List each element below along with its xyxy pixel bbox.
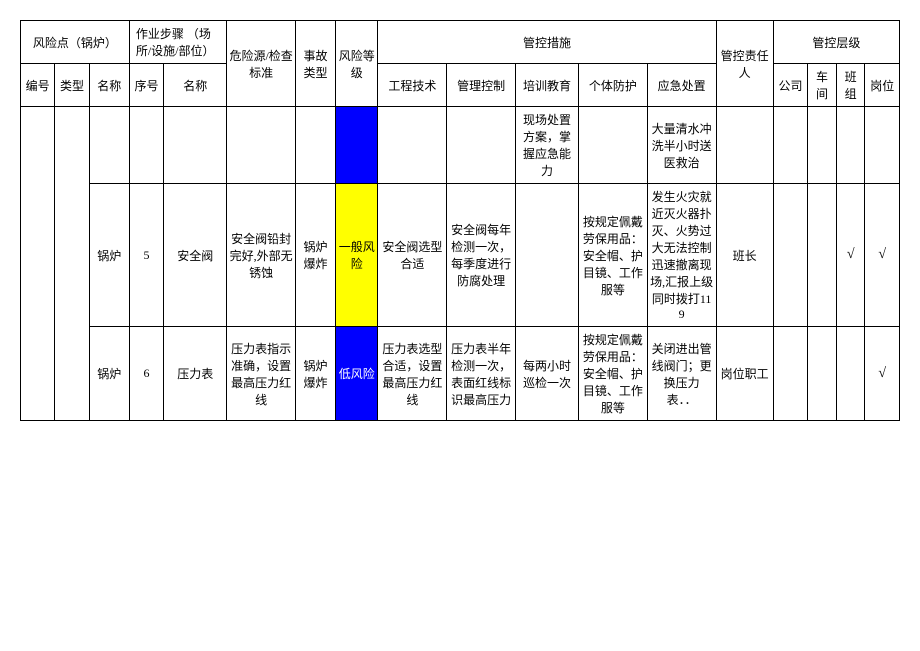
header-training: 培训教育 [515,64,578,107]
header-workshop: 车间 [808,64,837,107]
cell-type [55,107,89,421]
header-control-measures: 管控措施 [378,21,716,64]
cell-post: √ [865,327,900,421]
cell-workshop [808,107,837,184]
cell-hazard: 安全阀铅封完好,外部无锈蚀 [227,184,296,327]
cell-risk-level: 低风险 [336,327,378,421]
header-accident-type: 事故类型 [296,21,336,107]
header-row-1: 风险点（锅炉） 作业步骤 （场所/设施/部位） 危险源/检查标准 事故类型 风险… [21,21,900,64]
header-no: 编号 [21,64,55,107]
cell-name: 锅炉 [89,327,129,421]
cell-seq: 6 [129,327,163,421]
cell-post [865,107,900,184]
cell-responsible [716,107,773,184]
risk-control-table: 风险点（锅炉） 作业步骤 （场所/设施/部位） 危险源/检查标准 事故类型 风险… [20,20,900,421]
header-risk-point: 风险点（锅炉） [21,21,130,64]
cell-training: 每两小时巡检一次 [515,327,578,421]
header-team: 班组 [836,64,865,107]
cell-risk-level [336,107,378,184]
cell-risk-level: 一般风险 [336,184,378,327]
cell-company [773,327,807,421]
header-work-step: 作业步骤 （场所/设施/部位） [129,21,226,64]
table-row: 锅炉 6 压力表 压力表指示准确，设置最高压力红线 锅炉爆炸 低风险 压力表选型… [21,327,900,421]
cell-company [773,107,807,184]
cell-responsible: 岗位职工 [716,327,773,421]
cell-mgmt-ctrl [447,107,516,184]
header-risk-level: 风险等级 [336,21,378,107]
cell-step-name: 压力表 [164,327,227,421]
cell-mgmt-ctrl: 安全阀每年检测一次，每季度进行防腐处理 [447,184,516,327]
header-step-name: 名称 [164,64,227,107]
cell-workshop [808,327,837,421]
cell-hazard [227,107,296,184]
cell-name [89,107,129,184]
cell-mgmt-ctrl: 压力表半年检测一次，表面红线标识最高压力 [447,327,516,421]
cell-eng-tech: 压力表选型合适，设置最高压力红线 [378,327,447,421]
cell-company [773,184,807,327]
cell-ppe: 按规定佩戴劳保用品：安全帽、护目镜、工作服等 [579,327,648,421]
header-eng-tech: 工程技术 [378,64,447,107]
cell-training: 现场处置方案，掌握应急能力 [515,107,578,184]
cell-ppe [579,107,648,184]
cell-training [515,184,578,327]
header-control-level: 管控层级 [773,21,899,64]
table-row: 锅炉 5 安全阀 安全阀铅封完好,外部无锈蚀 锅炉爆炸 一般风险 安全阀选型合适… [21,184,900,327]
cell-name: 锅炉 [89,184,129,327]
header-post: 岗位 [865,64,900,107]
header-ppe: 个体防护 [579,64,648,107]
header-seq: 序号 [129,64,163,107]
cell-team [836,107,865,184]
cell-eng-tech: 安全阀选型合适 [378,184,447,327]
header-name: 名称 [89,64,129,107]
header-emergency: 应急处置 [647,64,716,107]
header-mgmt-ctrl: 管理控制 [447,64,516,107]
cell-step-name [164,107,227,184]
cell-hazard: 压力表指示准确，设置最高压力红线 [227,327,296,421]
cell-step-name: 安全阀 [164,184,227,327]
cell-no [21,107,55,421]
cell-seq: 5 [129,184,163,327]
cell-ppe: 按规定佩戴劳保用品：安全帽、护目镜、工作服等 [579,184,648,327]
cell-emergency: 关闭进出管线阀门；更换压力表．． [647,327,716,421]
cell-team [836,327,865,421]
cell-emergency: 发生火灾就近灭火器扑灭、火势过大无法控制迅速撤离现场,汇报上级同时拨打119 [647,184,716,327]
header-company: 公司 [773,64,807,107]
header-responsible: 管控责任人 [716,21,773,107]
cell-team: √ [836,184,865,327]
header-hazard: 危险源/检查标准 [227,21,296,107]
cell-accident-type: 锅炉爆炸 [296,184,336,327]
cell-responsible: 班长 [716,184,773,327]
cell-accident-type [296,107,336,184]
cell-workshop [808,184,837,327]
cell-emergency: 大量清水冲洗半小时送医救治 [647,107,716,184]
cell-accident-type: 锅炉爆炸 [296,327,336,421]
cell-eng-tech [378,107,447,184]
header-type: 类型 [55,64,89,107]
table-row: 现场处置方案，掌握应急能力 大量清水冲洗半小时送医救治 [21,107,900,184]
cell-post: √ [865,184,900,327]
cell-seq [129,107,163,184]
